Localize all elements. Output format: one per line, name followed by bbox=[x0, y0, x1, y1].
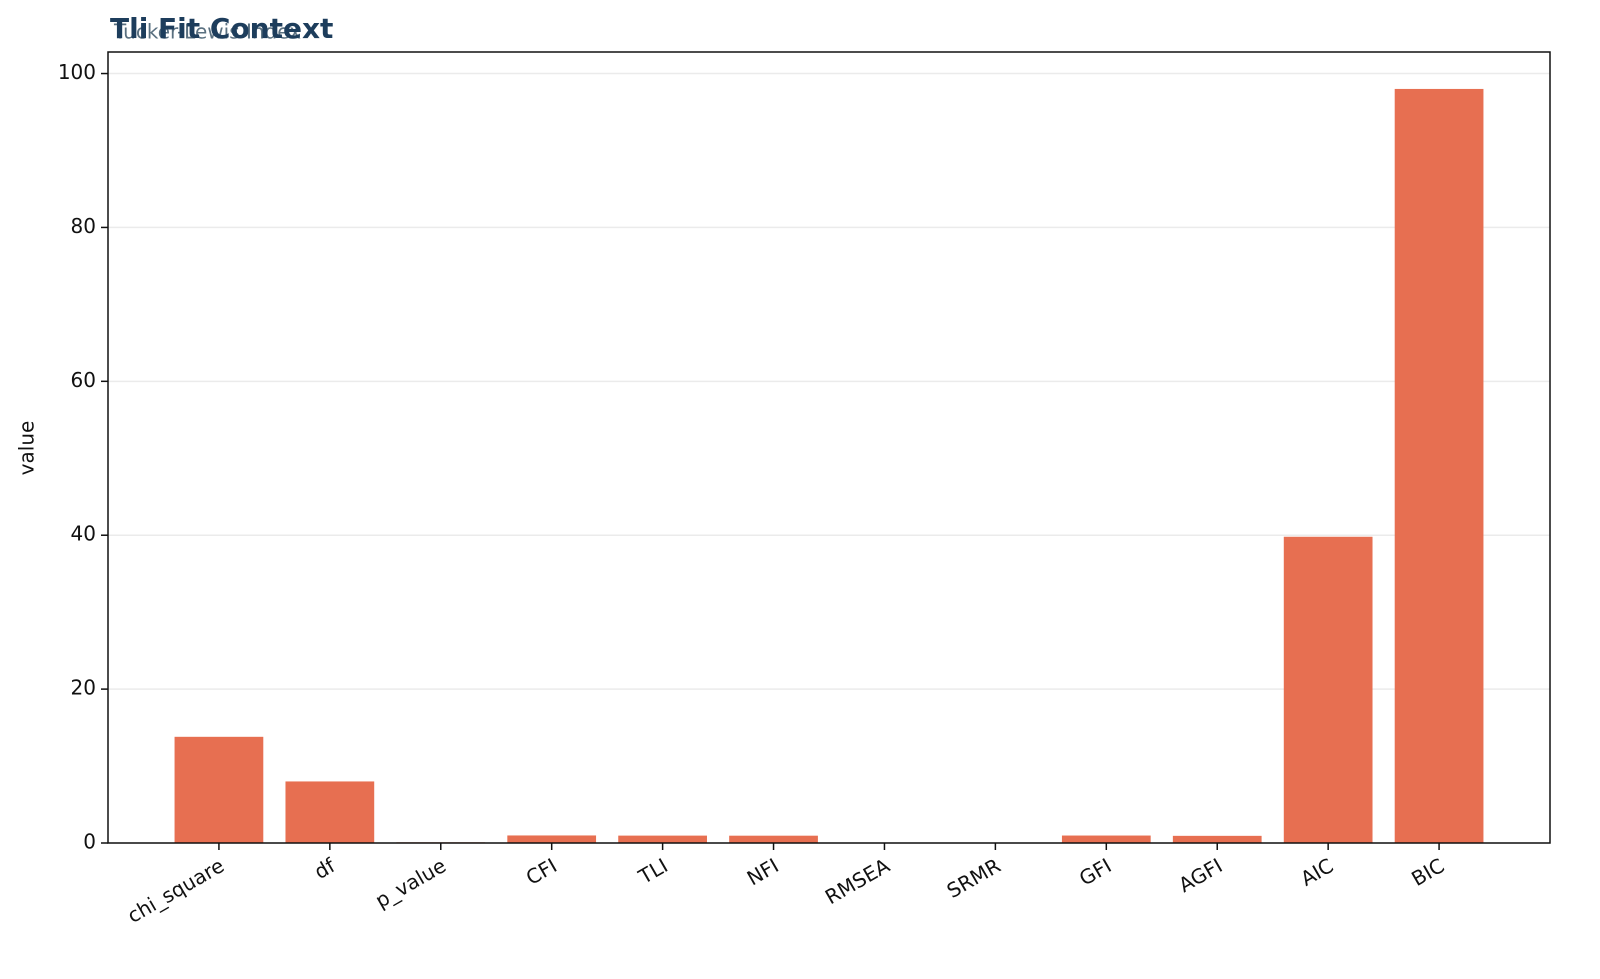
y-tick-label: 20 bbox=[71, 676, 96, 700]
y-tick-label: 100 bbox=[58, 60, 96, 84]
x-tick-label: p_value bbox=[371, 853, 450, 912]
bar bbox=[1061, 835, 1151, 843]
plot-frame bbox=[107, 51, 1551, 844]
bar bbox=[1172, 835, 1262, 843]
y-axis-label: value bbox=[15, 421, 39, 476]
bar bbox=[174, 736, 264, 843]
bar bbox=[1283, 536, 1373, 843]
bar bbox=[1394, 88, 1484, 844]
bar bbox=[729, 835, 818, 843]
x-tick-label: df bbox=[310, 853, 340, 884]
chart-title: Tli Fit Context bbox=[110, 12, 333, 45]
y-tick-label: 60 bbox=[71, 368, 96, 392]
x-tick-label: CFI bbox=[522, 853, 561, 889]
y-tick-label: 40 bbox=[71, 522, 96, 546]
x-tick-label: RMSEA bbox=[821, 853, 894, 909]
y-tick-label: 0 bbox=[83, 830, 96, 854]
y-tick-label: 80 bbox=[71, 214, 96, 238]
chart-subtitle: Tucker-Lewis Index bbox=[113, 20, 301, 44]
bar bbox=[618, 835, 707, 843]
x-tick-label: NFI bbox=[743, 853, 783, 890]
bar bbox=[507, 835, 597, 843]
x-tick-label: AIC bbox=[1296, 853, 1337, 891]
x-tick-label: BIC bbox=[1407, 853, 1448, 891]
x-tick-label: TLI bbox=[634, 853, 672, 889]
bar bbox=[285, 781, 375, 843]
x-tick-label: chi_square bbox=[123, 853, 228, 927]
x-tick-label: AGFI bbox=[1174, 853, 1226, 897]
x-tick-label: GFI bbox=[1075, 853, 1115, 890]
x-tick-label: SRMR bbox=[943, 853, 1005, 903]
